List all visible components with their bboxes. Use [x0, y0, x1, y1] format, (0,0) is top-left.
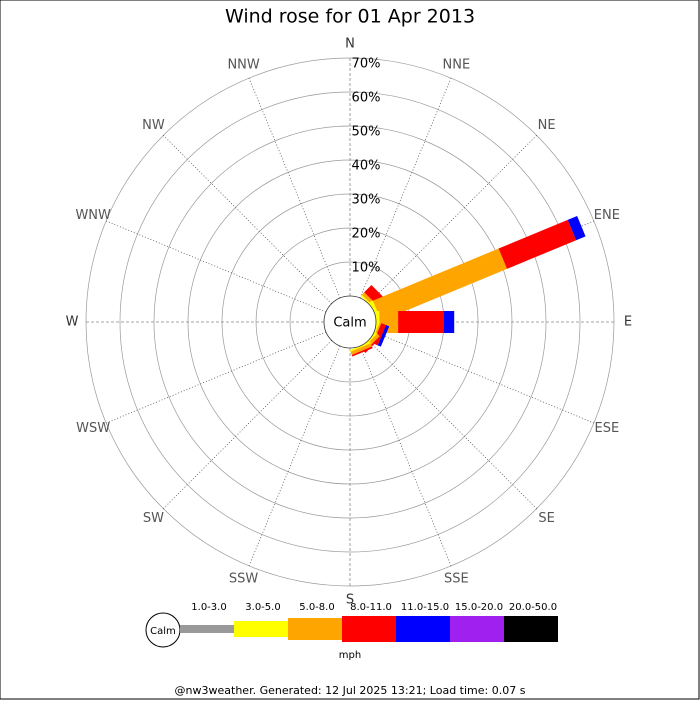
legend-label: 3.0-5.0	[245, 602, 280, 613]
spoke	[163, 135, 332, 304]
grid-ring	[119, 91, 581, 553]
bar-segment	[350, 343, 373, 355]
r-tick-label: 20%	[352, 227, 381, 242]
legend-swatch	[504, 616, 558, 642]
chart-title: Wind rose for 01 Apr 2013	[225, 6, 475, 28]
direction-label: WSW	[76, 421, 110, 436]
legend-swatch	[288, 618, 342, 640]
legend-label: 5.0-8.0	[299, 602, 334, 613]
direction-label: SW	[143, 511, 164, 526]
r-tick-label: 10%	[352, 261, 381, 276]
bar-segment	[349, 341, 371, 352]
direction-label: N	[345, 37, 355, 52]
direction-label: NE	[538, 118, 556, 133]
legend-label: 15.0-20.0	[455, 602, 503, 613]
spoke	[105, 220, 327, 313]
spoke	[248, 345, 341, 567]
bar-segment	[398, 311, 444, 333]
spoke	[163, 340, 332, 509]
r-tick-label: 30%	[352, 193, 381, 208]
legend-label: 11.0-15.0	[401, 602, 449, 613]
direction-label: E	[624, 315, 632, 330]
direction-label: ESE	[594, 421, 619, 436]
spoke	[359, 77, 452, 299]
bar-segment	[567, 216, 586, 241]
legend-label: 20.0-50.0	[509, 602, 557, 613]
legend-swatch	[450, 616, 504, 642]
spoke	[368, 135, 537, 304]
direction-label: NNW	[227, 58, 259, 73]
direction-label: NW	[142, 118, 165, 133]
calm-circle	[323, 295, 377, 349]
r-tick-label: 70%	[352, 57, 381, 72]
bar-segment	[351, 346, 373, 357]
r-tick-label: 60%	[352, 91, 381, 106]
spoke	[248, 77, 341, 299]
legend-calm-label: Calm	[150, 626, 176, 637]
bar-segment	[444, 311, 455, 333]
bar-segment	[372, 248, 508, 321]
r-tick-label: 50%	[352, 125, 381, 140]
direction-label: NNE	[443, 58, 471, 73]
direction-label: SE	[538, 511, 554, 526]
direction-label: WNW	[75, 208, 111, 223]
direction-label: SSE	[444, 571, 469, 586]
legend-label: 8.0-11.0	[350, 602, 392, 613]
r-tick-label: 40%	[352, 159, 381, 174]
calm-label: Calm	[333, 316, 366, 331]
spoke	[373, 331, 595, 424]
direction-label: ENE	[594, 208, 620, 223]
bar-segment	[377, 325, 390, 347]
spoke	[105, 331, 327, 424]
legend-swatch	[396, 616, 450, 642]
spoke	[359, 345, 452, 567]
legend-swatch	[180, 625, 234, 633]
direction-label: SSW	[229, 571, 259, 586]
direction-label: W	[66, 315, 79, 330]
legend-label: 1.0-3.0	[191, 602, 226, 613]
legend-swatch	[342, 616, 396, 642]
legend-swatch	[234, 621, 288, 637]
spoke	[368, 340, 537, 509]
direction-label: S	[346, 593, 354, 608]
bar-segment	[498, 219, 577, 269]
footer: @nw3weather. Generated: 12 Jul 2025 13:2…	[175, 684, 526, 697]
unit-label: mph	[339, 650, 361, 661]
